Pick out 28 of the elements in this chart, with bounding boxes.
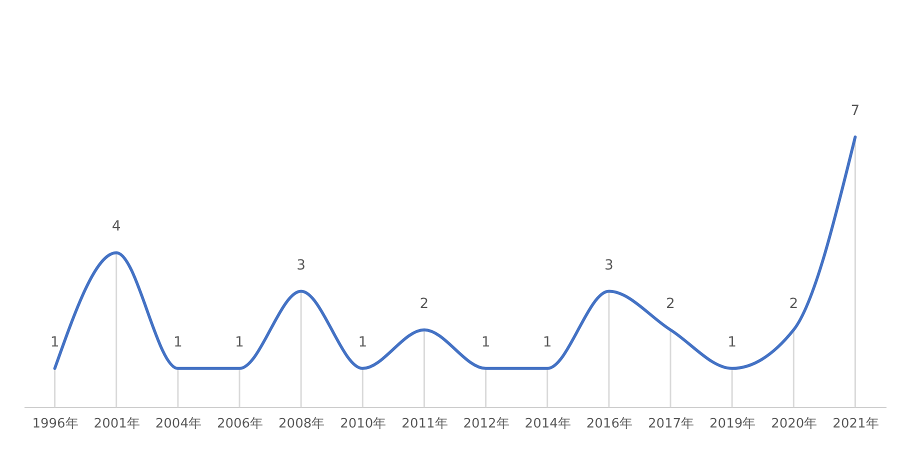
data-label: 1 <box>358 334 368 350</box>
data-label: 2 <box>666 296 675 312</box>
data-label: 2 <box>789 296 798 312</box>
x-tick-label: 2011年 <box>402 416 448 432</box>
data-label: 1 <box>50 334 60 350</box>
x-tick-label: 2016年 <box>586 416 632 432</box>
x-tick-label: 2014年 <box>524 416 571 432</box>
data-label: 1 <box>173 334 182 350</box>
x-tick-label: 2019年 <box>710 416 756 432</box>
data-label: 2 <box>420 296 429 312</box>
data-label: 1 <box>481 334 490 350</box>
x-tick-label: 2017年 <box>648 416 694 432</box>
x-tick-label: 1996年 <box>32 416 78 432</box>
data-label: 7 <box>850 103 860 119</box>
data-label: 4 <box>112 218 121 235</box>
x-tick-label: 2004年 <box>155 416 202 432</box>
x-tick-label: 2001年 <box>94 416 140 432</box>
data-label: 3 <box>604 257 614 274</box>
data-label: 1 <box>235 334 244 350</box>
x-tick-label: 2008年 <box>278 416 325 432</box>
x-tick-label: 2020年 <box>771 416 818 432</box>
data-label: 1 <box>728 334 737 350</box>
x-tick-label: 2006年 <box>216 416 264 432</box>
data-label: 3 <box>296 257 306 274</box>
data-label: 1 <box>542 334 552 350</box>
x-tick-label: 2012年 <box>463 416 510 432</box>
x-tick-label: 2021年 <box>832 416 879 432</box>
x-tick-label: 2010年 <box>340 416 386 432</box>
